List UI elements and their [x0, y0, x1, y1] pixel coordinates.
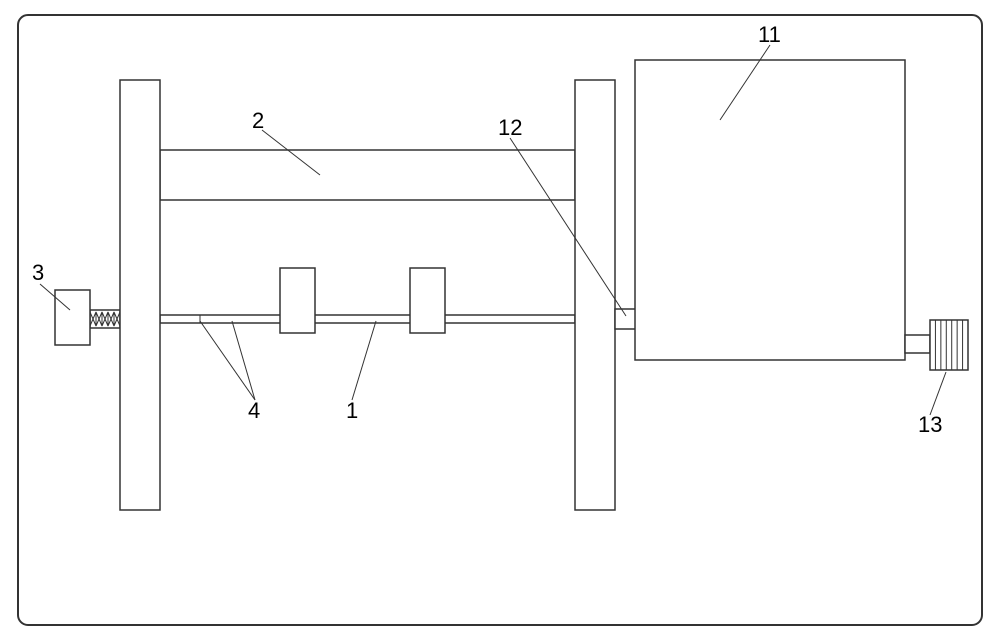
- label-l4: 4: [248, 398, 260, 423]
- leader-l4_b: [232, 321, 255, 400]
- shaft: [160, 315, 575, 323]
- label-l13: 13: [918, 412, 942, 437]
- knob-left: [55, 290, 90, 345]
- technical-diagram: 11 2 12 3 4 1 13: [0, 0, 1000, 640]
- label-l12: 12: [498, 115, 522, 140]
- collar-right: [410, 268, 445, 333]
- leader-l1: [352, 321, 376, 400]
- big-box: [635, 60, 905, 360]
- right-disc: [575, 80, 615, 510]
- left-disc: [120, 80, 160, 510]
- box-right-stub: [905, 335, 930, 353]
- label-l1: 1: [346, 398, 358, 423]
- label-l3: 3: [32, 260, 44, 285]
- leader-l4_a: [200, 321, 255, 400]
- top-bar: [160, 150, 575, 200]
- label-l2: 2: [252, 108, 264, 133]
- leader-l13: [930, 372, 946, 415]
- label-l11: 11: [758, 22, 781, 47]
- collar-left: [280, 268, 315, 333]
